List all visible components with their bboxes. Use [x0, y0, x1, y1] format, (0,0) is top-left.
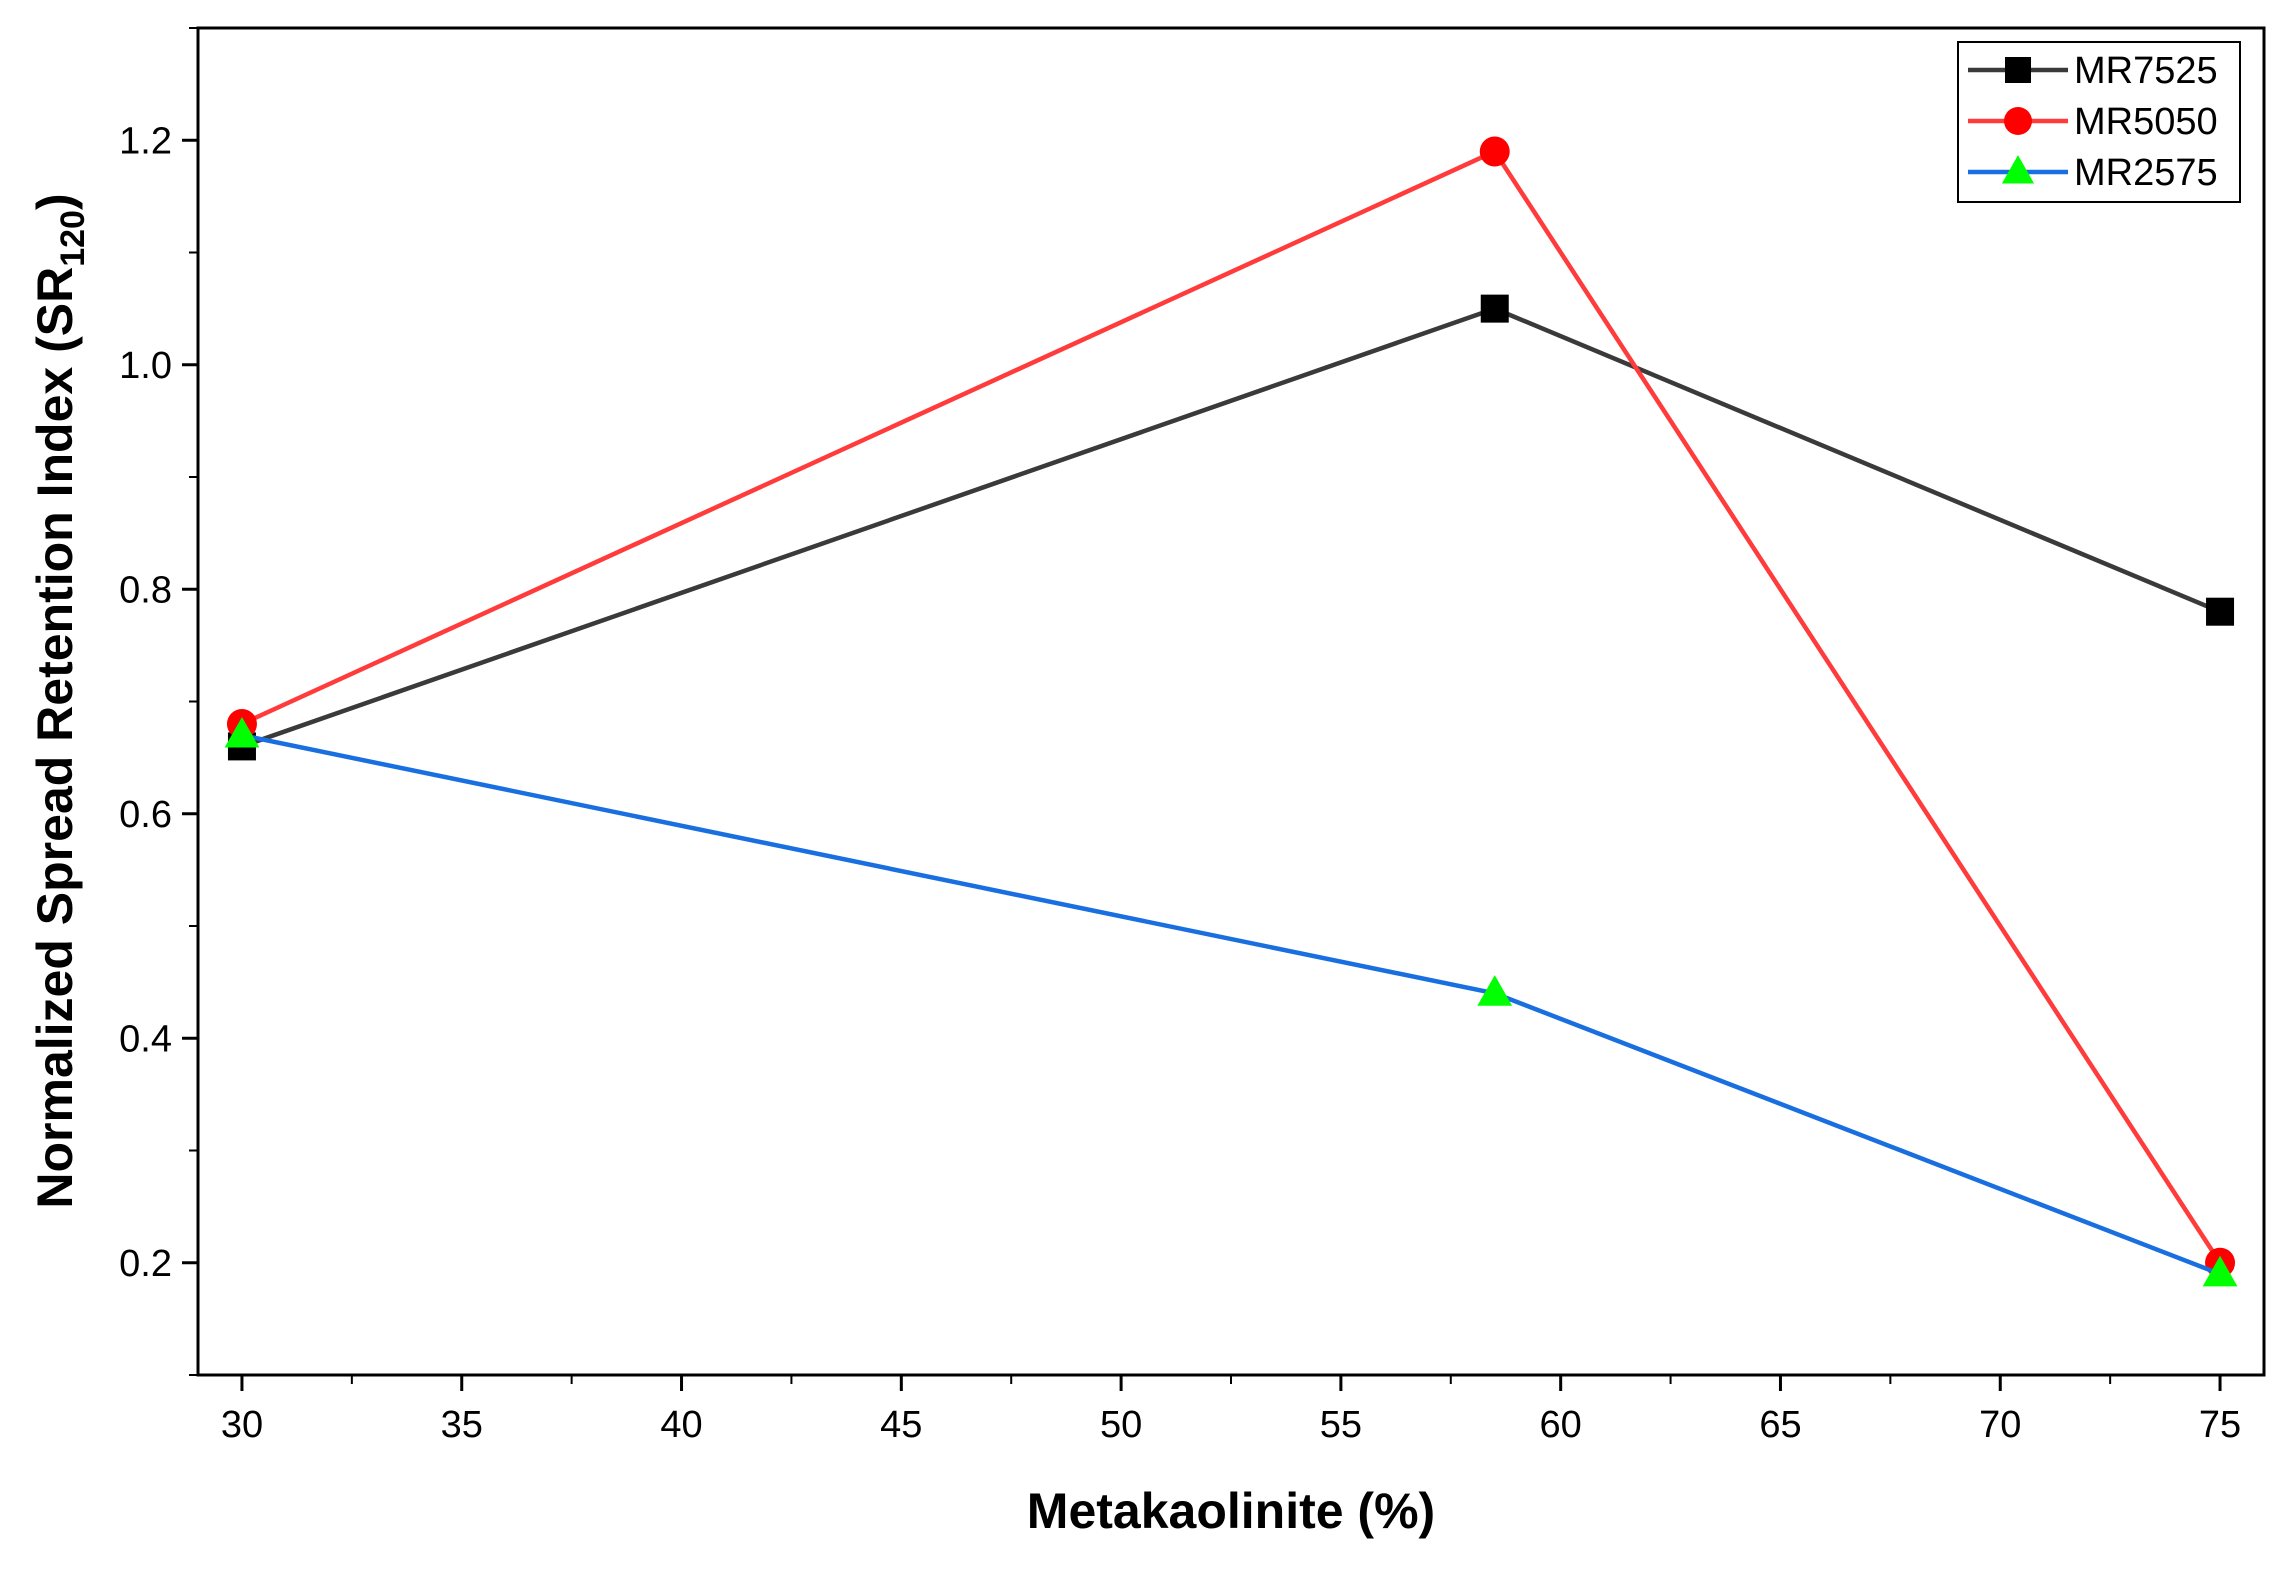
x-tick-label: 35 [441, 1404, 483, 1446]
legend-item: MR7525 [1968, 50, 2218, 92]
data-point [2206, 597, 2235, 626]
x-tick-label: 40 [660, 1404, 702, 1446]
series-MR7525 [227, 294, 2235, 761]
data-point [1477, 975, 1513, 1006]
legend-marker [2004, 107, 2032, 135]
series-line [241, 732, 2221, 1277]
legend-item: MR2575 [1968, 152, 2218, 194]
y-axis-title-main: Normalized Spread Retention Index (SR [27, 267, 83, 1209]
data-point [2202, 1255, 2238, 1287]
legend: MR7525 MR5050 MR2575 [1957, 41, 2241, 203]
series-MR2575 [224, 716, 2238, 1287]
x-tick-label: 30 [221, 1404, 263, 1446]
y-axis: 0.2 0.4 0.6 0.8 1.0 1.2 [119, 27, 198, 1376]
series-MR5050 [226, 136, 2236, 1278]
legend-label: MR2575 [2074, 152, 2218, 194]
series-line [241, 306, 2221, 749]
x-tick-label: 60 [1540, 1404, 1582, 1446]
x-tick-label: 50 [1100, 1404, 1142, 1446]
data-point [224, 716, 260, 748]
series-layer [224, 136, 2238, 1287]
y-axis-title: Normalized Spread Retention Index (SR120… [27, 193, 92, 1208]
x-tick-label: 75 [2199, 1404, 2241, 1446]
legend-item: MR5050 [1968, 101, 2218, 143]
series-line [241, 149, 2222, 1264]
y-tick-label: 0.4 [119, 1018, 172, 1060]
y-tick-label: 0.8 [119, 569, 172, 611]
x-axis-title: Metakaolinite (%) [1027, 1483, 1435, 1539]
x-tick-label: 65 [1759, 1404, 1801, 1446]
x-tick-label: 55 [1320, 1404, 1362, 1446]
legend-marker [2005, 57, 2031, 83]
legend-label: MR5050 [2074, 101, 2218, 143]
y-tick-label: 1.2 [119, 120, 172, 162]
y-tick-label: 0.2 [119, 1243, 172, 1285]
y-axis-title-subscript: 120 [54, 210, 92, 267]
legend-marker [2001, 155, 2035, 184]
y-tick-label: 0.6 [119, 794, 172, 836]
legend-label: MR7525 [2074, 50, 2218, 92]
x-tick-label: 70 [1979, 1404, 2021, 1446]
y-tick-label: 1.0 [119, 345, 172, 387]
y-axis-title-close: ) [27, 193, 83, 210]
data-point [1480, 294, 1509, 323]
x-tick-label: 45 [880, 1404, 922, 1446]
data-point [1479, 136, 1510, 167]
x-axis: 30 35 40 45 50 55 60 65 70 75 [221, 1375, 2241, 1446]
